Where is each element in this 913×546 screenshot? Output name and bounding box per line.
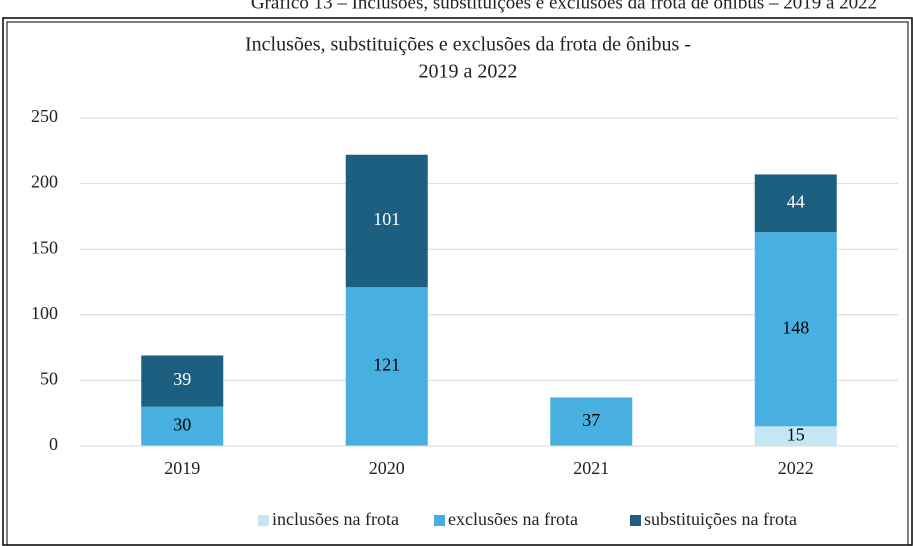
y-tick-label: 200	[31, 172, 58, 192]
bar-segment	[345, 154, 428, 288]
caption: Gráfico 13 – Inclusões, substituições e …	[251, 0, 877, 13]
value-label: 30	[173, 414, 191, 434]
bar-segment	[754, 232, 837, 427]
value-label: 37	[582, 410, 600, 430]
legend-swatch	[434, 515, 445, 526]
bar-segment	[345, 287, 428, 446]
bar-segment	[141, 355, 224, 407]
legend-swatch	[630, 515, 641, 526]
bar-segment	[754, 426, 837, 446]
y-tick-label: 100	[31, 303, 58, 323]
y-tick-label: 150	[31, 237, 58, 257]
value-label: 15	[787, 424, 805, 444]
value-label: 121	[373, 355, 400, 375]
value-label: 101	[373, 209, 400, 229]
legend-label: inclusões na frota	[272, 509, 399, 529]
chart-title: Inclusões, substituições e exclusões da …	[245, 34, 691, 56]
y-tick-label: 250	[31, 106, 58, 126]
x-tick-label: 2021	[573, 458, 609, 478]
value-label: 44	[787, 191, 805, 211]
bar-segment	[141, 406, 224, 446]
value-label: 39	[173, 369, 191, 389]
bar-segment	[550, 397, 633, 446]
legend-swatch	[258, 515, 269, 526]
legend-label: exclusões na frota	[448, 509, 578, 529]
value-label: 148	[782, 317, 809, 337]
y-tick-label: 0	[49, 434, 58, 454]
bar-segment	[754, 174, 837, 233]
x-tick-label: 2022	[778, 458, 814, 478]
x-tick-label: 2020	[369, 458, 405, 478]
x-tick-label: 2019	[164, 458, 200, 478]
legend-label: substituições na frota	[644, 509, 797, 529]
inner-border	[6, 21, 909, 546]
chart-title: 2019 a 2022	[419, 61, 518, 83]
y-tick-label: 50	[40, 369, 58, 389]
